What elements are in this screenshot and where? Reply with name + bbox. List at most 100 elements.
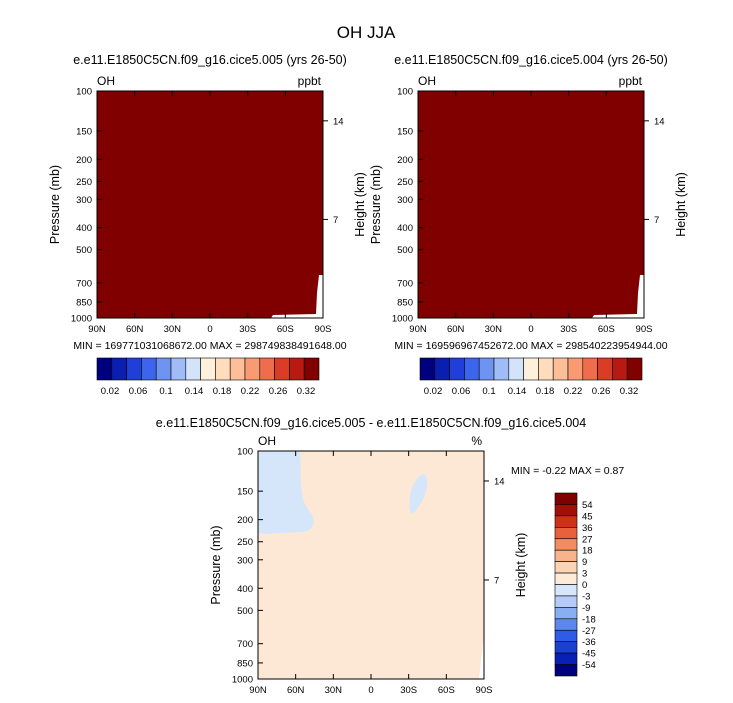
y-axis-label-right: Height (km)	[674, 172, 688, 237]
y-tick-label: 1000	[71, 314, 92, 325]
missing-data-region	[592, 275, 644, 318]
x-tick-label: 60S	[277, 324, 294, 335]
colorbar-box	[554, 504, 578, 517]
colorbar-box	[508, 357, 524, 381]
y-tick-label: 700	[76, 278, 92, 289]
y-tick-label: 250	[397, 177, 413, 188]
colorbar-box	[493, 357, 510, 381]
colorbar-label: 0.26	[592, 386, 611, 397]
panel-3-difference: e.e11.E1850C5CN.f09_g16.cice5.005 - e.e1…	[156, 416, 625, 696]
panel-units-label: ppbt	[619, 74, 643, 88]
panel-title: e.e11.E1850C5CN.f09_g16.cice5.005 - e.e1…	[156, 416, 586, 430]
colorbar-box	[554, 492, 578, 505]
colorbar-box	[554, 538, 578, 551]
colorbar-box	[200, 357, 216, 381]
colorbar-box	[554, 572, 578, 585]
colorbar-label: 54	[582, 500, 593, 511]
y-tick-label: 150	[76, 126, 92, 137]
x-tick-label: 90S	[315, 324, 332, 335]
y-tick-label: 400	[397, 223, 413, 234]
y-tick-label: 700	[237, 639, 253, 650]
panel-variable-label: OH	[258, 434, 276, 448]
colorbar-label: 0.02	[424, 386, 443, 397]
min-max-text: MIN = -0.22 MAX = 0.87	[511, 465, 624, 477]
panel-title: e.e11.E1850C5CN.f09_g16.cice5.005 (yrs 2…	[73, 53, 347, 67]
y-axis-label: Pressure (mb)	[369, 165, 383, 244]
min-max-text: MIN = 169771031068672.00 MAX = 298749838…	[73, 340, 346, 352]
y-tick-label: 100	[76, 87, 92, 98]
colorbar-box	[582, 357, 598, 381]
colorbar-label: 0.32	[620, 386, 639, 397]
panel-1-run-005: e.e11.E1850C5CN.f09_g16.cice5.005 (yrs 2…	[48, 53, 367, 397]
figure-title: OH JJA	[337, 23, 396, 42]
colorbar-label: 0.22	[564, 386, 583, 397]
colorbar-box	[554, 652, 578, 665]
y-tick-label: 300	[237, 555, 253, 566]
y-tick-label: 850	[397, 297, 413, 308]
x-tick-label: 0	[207, 324, 212, 335]
panel-units-label: ppbt	[298, 74, 322, 88]
y-tick-label: 500	[76, 245, 92, 256]
colorbar-box	[229, 357, 246, 381]
y-axis-label: Pressure (mb)	[209, 525, 223, 604]
colorbar-box	[626, 357, 643, 381]
colorbar-box	[289, 357, 305, 381]
y-tick-label: 150	[237, 487, 253, 498]
y-tick-label: 850	[237, 658, 253, 669]
colorbar-box	[170, 357, 187, 381]
colorbar-box	[554, 641, 578, 654]
panel-units-label: %	[471, 434, 482, 448]
panel-2-run-004: e.e11.E1850C5CN.f09_g16.cice5.004 (yrs 2…	[369, 53, 688, 397]
field-fill	[418, 91, 644, 318]
y-tick-label: 850	[76, 297, 92, 308]
colorbar-box	[554, 595, 578, 608]
x-tick-label: 30S	[400, 685, 417, 696]
colorbar-label: -36	[582, 637, 596, 648]
x-tick-label: 30N	[325, 685, 343, 696]
panel-variable-label: OH	[418, 74, 436, 88]
colorbar-label: 0.1	[482, 386, 495, 397]
y-tick-label: 100	[397, 87, 413, 98]
missing-data-region	[271, 275, 323, 318]
min-max-text: MIN = 169596967452672.00 MAX = 298540223…	[394, 340, 667, 352]
y-tick-label: 200	[397, 155, 413, 166]
x-tick-label: 90N	[249, 685, 267, 696]
colorbar-box	[244, 357, 261, 381]
x-tick-label: 30S	[560, 324, 577, 335]
colorbar-label: 0.14	[508, 386, 527, 397]
x-tick-label: 30S	[239, 324, 256, 335]
colorbar-box	[419, 357, 436, 381]
colorbar-label: -54	[582, 660, 596, 671]
colorbar-label: -45	[582, 649, 596, 660]
x-tick-label: 0	[528, 324, 533, 335]
colorbar-label: 0.22	[241, 386, 260, 397]
missing-data-region	[479, 634, 484, 679]
x-tick-label: 90S	[476, 685, 493, 696]
x-tick-label: 60N	[126, 324, 144, 335]
colorbar-label: 0.06	[452, 386, 471, 397]
panel-title: e.e11.E1850C5CN.f09_g16.cice5.004 (yrs 2…	[394, 53, 668, 67]
colorbar-label: 0.14	[185, 386, 204, 397]
negative-region	[258, 451, 314, 534]
colorbar-label: -27	[582, 626, 596, 637]
x-tick-label: 90N	[409, 324, 427, 335]
y-tick-label: 150	[397, 126, 413, 137]
colorbar-label: 0.18	[536, 386, 555, 397]
colorbar-label: 27	[582, 534, 593, 545]
colorbar-box	[554, 549, 578, 562]
x-tick-label: 60N	[287, 685, 305, 696]
colorbar-box	[155, 357, 172, 381]
x-tick-label: 60S	[598, 324, 615, 335]
colorbar-label: 36	[582, 523, 593, 534]
colorbar-box	[554, 618, 578, 631]
y-axis-label: Pressure (mb)	[48, 165, 62, 244]
y-tick-label: 300	[76, 195, 92, 206]
colorbar-box	[554, 527, 578, 540]
colorbar-label: -9	[582, 603, 590, 614]
y-tick-label: 250	[76, 177, 92, 188]
colorbar-label: -3	[582, 591, 590, 602]
negative-region	[409, 474, 428, 514]
colorbar-label: 3	[582, 569, 587, 580]
colorbar-box	[554, 584, 578, 597]
